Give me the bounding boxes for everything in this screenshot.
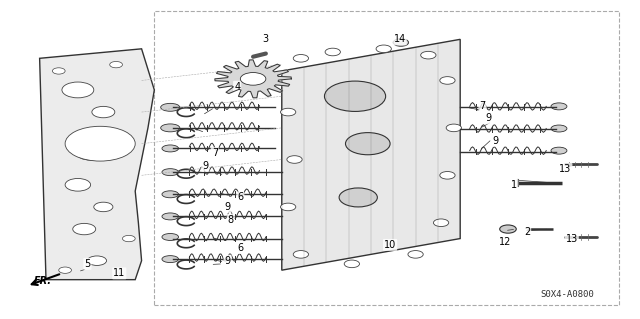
Ellipse shape bbox=[162, 234, 179, 241]
Text: FR.: FR. bbox=[34, 276, 52, 286]
Circle shape bbox=[324, 81, 386, 111]
Text: 6: 6 bbox=[237, 192, 243, 203]
Circle shape bbox=[77, 146, 104, 160]
Circle shape bbox=[325, 48, 340, 56]
Circle shape bbox=[59, 267, 72, 273]
Text: 13: 13 bbox=[566, 234, 578, 243]
Circle shape bbox=[408, 250, 423, 258]
Text: 5: 5 bbox=[84, 259, 90, 269]
Circle shape bbox=[109, 62, 122, 68]
Circle shape bbox=[339, 188, 378, 207]
Circle shape bbox=[88, 256, 106, 265]
Circle shape bbox=[241, 72, 266, 85]
Circle shape bbox=[65, 178, 91, 191]
Text: S0X4-A0800: S0X4-A0800 bbox=[540, 290, 594, 299]
Text: 6: 6 bbox=[237, 243, 243, 253]
Ellipse shape bbox=[162, 169, 179, 176]
Text: 11: 11 bbox=[113, 268, 125, 278]
Circle shape bbox=[122, 235, 135, 242]
Circle shape bbox=[62, 82, 94, 98]
Ellipse shape bbox=[162, 213, 179, 220]
Ellipse shape bbox=[551, 125, 567, 132]
Circle shape bbox=[52, 68, 65, 74]
Circle shape bbox=[346, 133, 390, 155]
Text: 13: 13 bbox=[559, 164, 572, 174]
Circle shape bbox=[280, 108, 296, 116]
Circle shape bbox=[280, 203, 296, 211]
Ellipse shape bbox=[551, 147, 567, 154]
Text: 10: 10 bbox=[384, 240, 396, 250]
Circle shape bbox=[376, 45, 392, 53]
Text: 14: 14 bbox=[394, 34, 406, 44]
Polygon shape bbox=[215, 60, 291, 98]
Circle shape bbox=[92, 106, 115, 118]
Ellipse shape bbox=[161, 103, 180, 111]
Circle shape bbox=[94, 202, 113, 212]
Text: 8: 8 bbox=[228, 215, 234, 225]
Text: 3: 3 bbox=[263, 34, 269, 44]
Text: 9: 9 bbox=[202, 161, 209, 171]
Text: 9: 9 bbox=[486, 113, 492, 123]
Ellipse shape bbox=[161, 124, 180, 132]
Ellipse shape bbox=[162, 145, 179, 152]
Ellipse shape bbox=[551, 103, 567, 110]
Circle shape bbox=[344, 260, 360, 268]
Ellipse shape bbox=[162, 256, 179, 263]
Circle shape bbox=[440, 172, 455, 179]
Text: 1: 1 bbox=[511, 180, 517, 190]
Circle shape bbox=[287, 156, 302, 163]
Circle shape bbox=[293, 55, 308, 62]
Circle shape bbox=[293, 250, 308, 258]
Circle shape bbox=[394, 39, 408, 46]
Circle shape bbox=[65, 126, 135, 161]
Ellipse shape bbox=[162, 191, 179, 198]
Circle shape bbox=[446, 124, 461, 132]
Polygon shape bbox=[282, 39, 460, 270]
Text: 2: 2 bbox=[524, 227, 530, 237]
Circle shape bbox=[500, 225, 516, 233]
Text: 7: 7 bbox=[479, 101, 486, 111]
Circle shape bbox=[420, 51, 436, 59]
Text: 9: 9 bbox=[492, 136, 499, 145]
Circle shape bbox=[73, 223, 96, 235]
Circle shape bbox=[440, 77, 455, 84]
Polygon shape bbox=[40, 49, 154, 280]
Text: 7: 7 bbox=[212, 148, 218, 158]
Text: 4: 4 bbox=[234, 82, 240, 92]
Text: 9: 9 bbox=[225, 256, 230, 266]
Text: 12: 12 bbox=[499, 237, 511, 247]
Circle shape bbox=[433, 219, 449, 226]
Text: 9: 9 bbox=[225, 202, 230, 212]
